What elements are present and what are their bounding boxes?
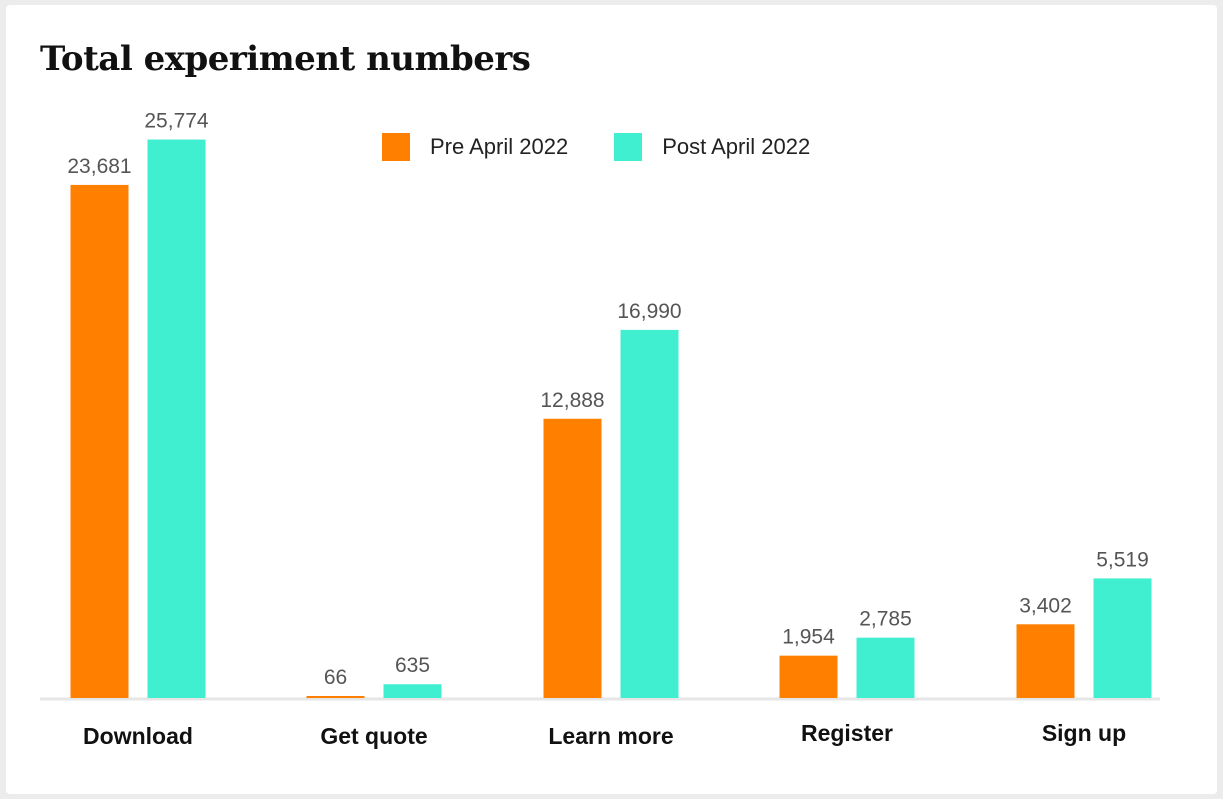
legend-swatch-post xyxy=(614,133,643,161)
bar-post-1[interactable] xyxy=(383,684,442,698)
legend-item-post[interactable]: Post April 2022 xyxy=(614,133,810,161)
category-label-4: Sign up xyxy=(1042,720,1126,746)
data-label-post-3: 2,785 xyxy=(859,608,912,631)
bar-post-0[interactable] xyxy=(147,139,206,698)
legend-label-post: Post April 2022 xyxy=(662,134,811,159)
legend-item-pre[interactable]: Pre April 2022 xyxy=(382,133,568,161)
data-label-post-0: 25,774 xyxy=(144,110,209,133)
legend-label-pre: Pre April 2022 xyxy=(430,134,569,159)
bar-post-4[interactable] xyxy=(1093,578,1152,698)
bar-post-3[interactable] xyxy=(856,637,915,698)
bar-pre-2[interactable] xyxy=(543,418,602,698)
category-label-3: Register xyxy=(801,720,893,746)
category-label-0: Download xyxy=(83,723,193,749)
data-label-pre-1: 66 xyxy=(324,666,347,689)
legend-swatch-pre xyxy=(382,133,410,161)
data-label-pre-2: 12,888 xyxy=(540,389,604,412)
legend: Pre April 2022 Post April 2022 xyxy=(382,133,856,161)
category-label-2: Learn more xyxy=(548,723,673,749)
bar-pre-0[interactable] xyxy=(70,184,129,698)
data-label-post-4: 5,519 xyxy=(1096,548,1149,571)
bar-post-2[interactable] xyxy=(620,329,679,698)
data-label-post-1: 635 xyxy=(395,654,430,677)
bar-pre-3[interactable] xyxy=(779,655,838,698)
data-label-pre-0: 23,681 xyxy=(67,155,131,178)
data-label-pre-3: 1,954 xyxy=(782,626,835,649)
chart-title: Total experiment numbers xyxy=(40,39,531,79)
chart-card: Total experiment numbers Pre April 2022 … xyxy=(6,5,1217,794)
category-label-1: Get quote xyxy=(320,723,427,749)
bar-pre-4[interactable] xyxy=(1016,624,1075,698)
data-label-post-2: 16,990 xyxy=(617,300,681,323)
bar-pre-1[interactable] xyxy=(306,696,365,698)
data-label-pre-4: 3,402 xyxy=(1019,594,1072,617)
